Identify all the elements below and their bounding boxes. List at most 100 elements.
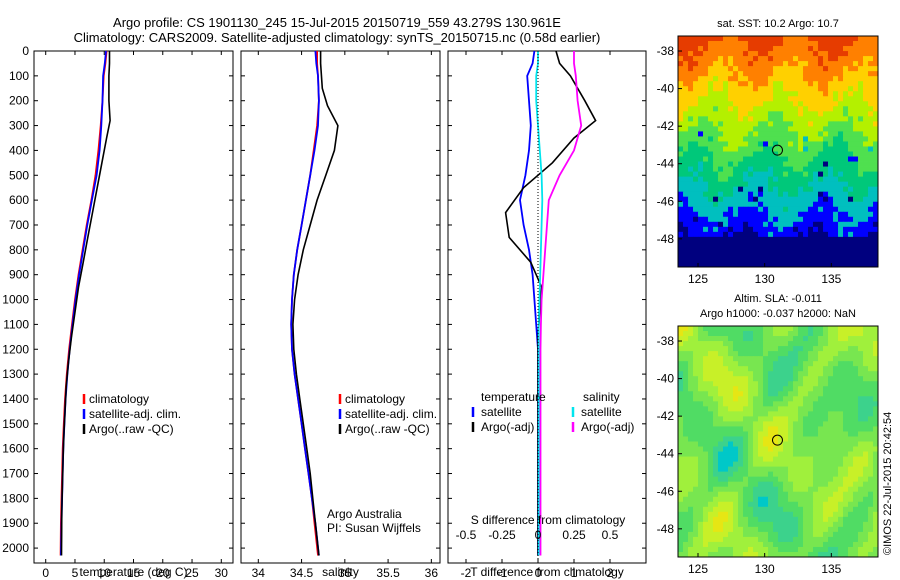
- map-cell: [738, 481, 744, 488]
- map-cell: [758, 161, 764, 167]
- map-cell: [678, 146, 684, 152]
- map-cell: [678, 36, 684, 42]
- map-cell: [808, 236, 814, 243]
- map-cell: [688, 226, 694, 233]
- map-cell: [768, 161, 774, 167]
- map-cell: [698, 106, 704, 112]
- map-cell: [738, 471, 744, 478]
- map-cell: [788, 236, 794, 243]
- map-cell: [848, 466, 854, 473]
- map-cell: [823, 66, 829, 72]
- map-cell: [808, 231, 814, 238]
- map-cell: [718, 126, 724, 132]
- map-cell: [853, 466, 859, 473]
- map-cell: [738, 546, 744, 553]
- map-cell: [813, 381, 819, 387]
- map-cell: [703, 356, 709, 362]
- map-cell: [708, 516, 714, 523]
- map-cell: [823, 241, 829, 248]
- map-cell: [808, 101, 814, 107]
- map-cell: [808, 196, 814, 203]
- x-tick-label: 34.5: [290, 566, 314, 580]
- map-cell: [688, 156, 694, 162]
- map-cell: [803, 461, 809, 468]
- map-cell: [748, 511, 754, 518]
- map-cell: [798, 546, 804, 553]
- map-cell: [843, 161, 849, 167]
- map-cell: [733, 366, 739, 372]
- map-cell: [798, 116, 804, 122]
- map-cell: [678, 251, 684, 258]
- map-cell: [693, 456, 699, 462]
- map-cell: [853, 356, 859, 362]
- map-cell: [838, 221, 844, 228]
- map-cell: [718, 451, 724, 457]
- map-cell: [763, 541, 769, 548]
- map-cell: [848, 371, 854, 377]
- map-cell: [718, 341, 724, 347]
- map-cell: [843, 41, 849, 47]
- map-cell: [833, 396, 839, 402]
- x-tick-label: 135: [821, 562, 841, 576]
- map-cell: [723, 411, 729, 417]
- map-cell: [778, 326, 784, 332]
- map-cell: [758, 256, 764, 263]
- map-cell: [768, 526, 774, 533]
- map-cell: [718, 216, 724, 223]
- map-cell: [768, 351, 774, 357]
- map-cell: [853, 251, 859, 258]
- map-cell: [808, 456, 814, 462]
- map-cell: [713, 51, 719, 57]
- map-cell: [693, 221, 699, 228]
- map-cell: [818, 511, 824, 518]
- map-cell: [778, 201, 784, 208]
- map-cell: [783, 476, 789, 483]
- map-cell: [748, 406, 754, 412]
- map-cell: [833, 446, 839, 452]
- map-cell: [698, 451, 704, 457]
- map-cell: [778, 41, 784, 47]
- map-cell: [713, 531, 719, 538]
- map-cell: [763, 236, 769, 243]
- y-tick-label: -46: [657, 194, 675, 208]
- map-cell: [823, 61, 829, 67]
- map-cell: [748, 366, 754, 372]
- map-cell: [723, 236, 729, 243]
- map-cell: [798, 481, 804, 488]
- map-cell: [818, 106, 824, 112]
- map-cell: [753, 91, 759, 97]
- map-cell: [788, 116, 794, 122]
- map-cell: [848, 546, 854, 553]
- map-cell: [858, 211, 864, 218]
- map-cell: [838, 531, 844, 538]
- map-cell: [708, 231, 714, 238]
- map-cell: [703, 226, 709, 233]
- map-cell: [718, 61, 724, 67]
- map-cell: [853, 341, 859, 347]
- map-cell: [818, 381, 824, 387]
- map-cell: [688, 536, 694, 543]
- map-cell: [848, 96, 854, 102]
- map-cell: [858, 201, 864, 208]
- map-cell: [873, 236, 879, 243]
- map-cell: [753, 146, 759, 152]
- map-cell: [713, 106, 719, 112]
- map-cell: [868, 351, 874, 357]
- map-cell: [708, 501, 714, 508]
- map-cell: [853, 386, 859, 392]
- map-cell: [693, 231, 699, 238]
- map-cell: [818, 216, 824, 223]
- map-cell: [758, 36, 764, 42]
- map-cell: [683, 81, 689, 87]
- map-cell: [698, 391, 704, 397]
- map-cell: [808, 511, 814, 518]
- map-cells: [678, 326, 879, 558]
- map-cell: [743, 471, 749, 478]
- map-cell: [763, 36, 769, 42]
- map-cell: [798, 91, 804, 97]
- map-cell: [793, 346, 799, 352]
- map-cell: [733, 36, 739, 42]
- map-cell: [723, 91, 729, 97]
- map-cell: [808, 546, 814, 553]
- map-cell: [823, 86, 829, 92]
